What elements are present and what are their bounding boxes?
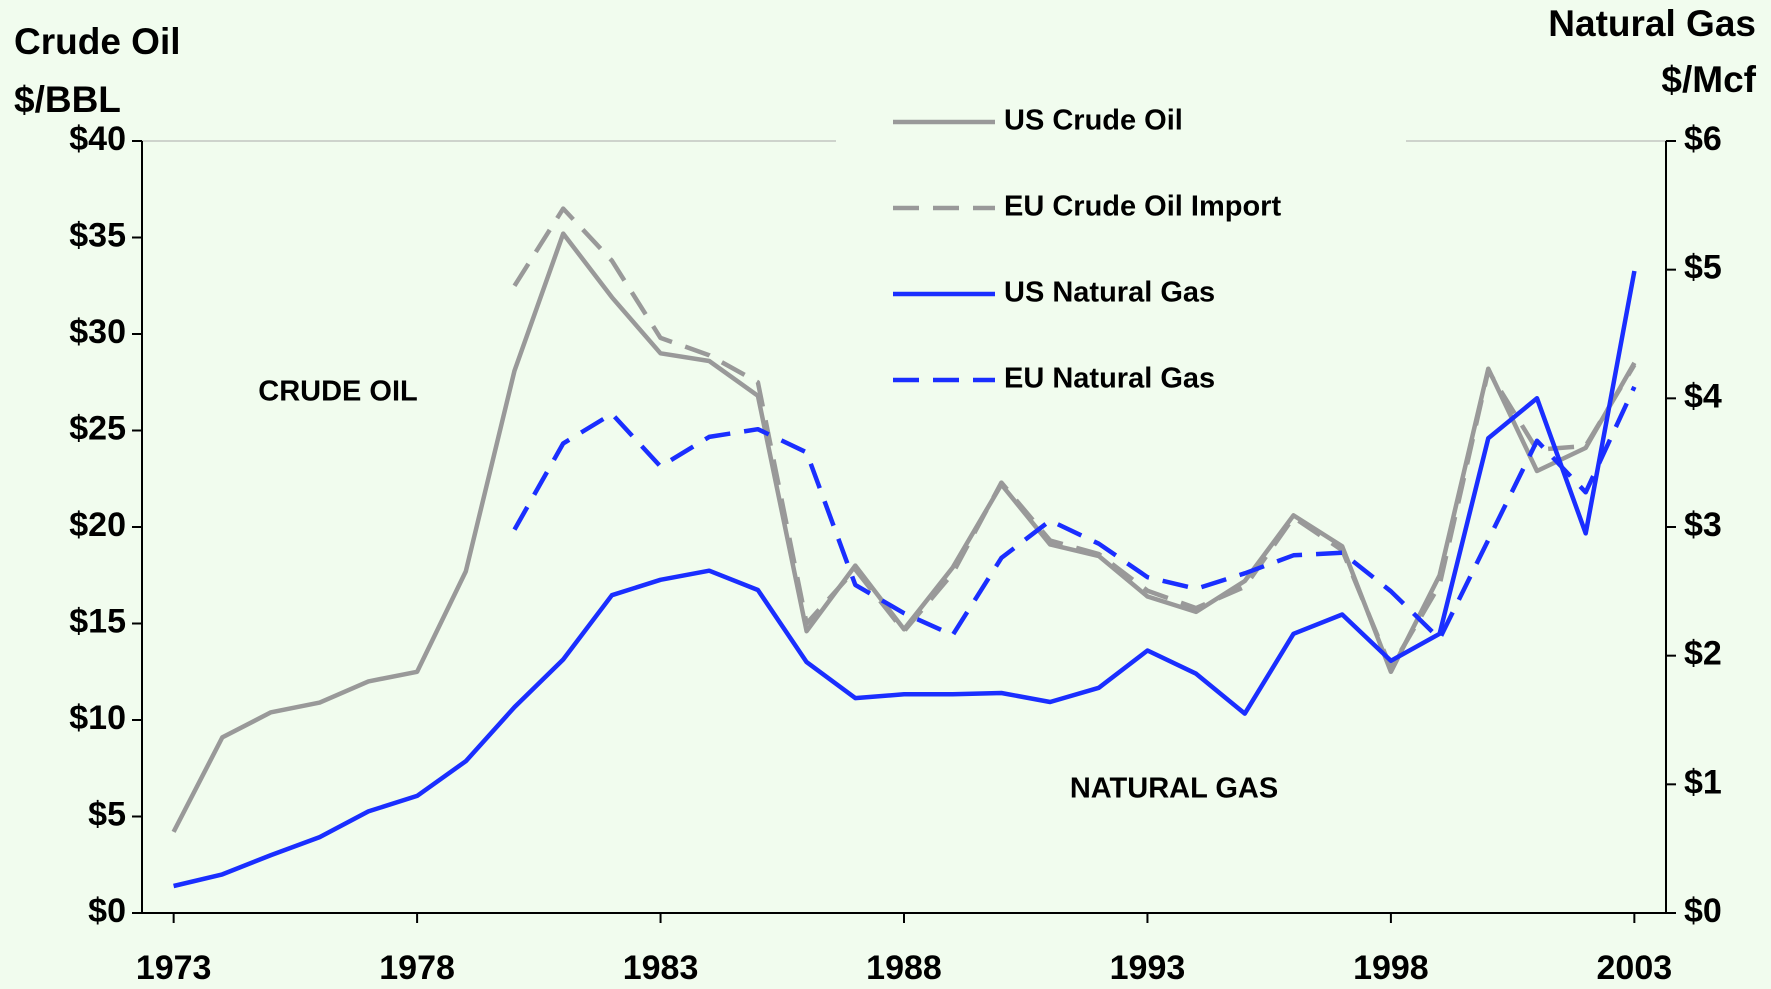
y2-tick-label: $3 <box>1684 506 1722 544</box>
x-tick-label: 1988 <box>866 949 942 987</box>
y-tick-label: $0 <box>88 892 126 930</box>
annotation: NATURAL GAS <box>1070 773 1278 805</box>
y-tick-label: $25 <box>69 409 126 447</box>
y2-tick-label: $0 <box>1684 892 1722 930</box>
y2-tick-label: $5 <box>1684 249 1722 287</box>
y-tick-label: $10 <box>69 699 126 737</box>
x-tick-label: 1983 <box>623 949 699 987</box>
y-tick-label: $35 <box>69 216 126 254</box>
y-axis-title: Crude Oil <box>14 21 181 62</box>
x-tick-label: 1973 <box>136 949 212 987</box>
y-tick-label: $40 <box>69 120 126 158</box>
annotation: CRUDE OIL <box>258 376 418 408</box>
y-tick-label: $5 <box>88 795 126 833</box>
y2-tick-label: $1 <box>1684 763 1722 801</box>
x-tick-label: 1993 <box>1110 949 1186 987</box>
y-tick-label: $20 <box>69 506 126 544</box>
line <box>173 270 1637 889</box>
y-tick-label: $30 <box>69 313 126 351</box>
legend-label: EU Crude Oil Import <box>1004 191 1281 223</box>
x-tick-label: 2003 <box>1597 949 1673 987</box>
y2-tick-label: $6 <box>1684 120 1722 158</box>
y2-axis-title: Natural Gas <box>1548 3 1756 44</box>
legend-label: US Crude Oil <box>1004 105 1183 137</box>
y2-tick-label: $2 <box>1684 635 1722 673</box>
legend-label: EU Natural Gas <box>1004 363 1215 395</box>
y2-tick-label: $4 <box>1684 377 1722 415</box>
x-tick-label: 1998 <box>1353 949 1429 987</box>
y2-axis-title: $/Mcf <box>1661 59 1756 100</box>
line <box>512 206 1637 671</box>
legend-box <box>836 90 1406 410</box>
y-axis-title: $/BBL <box>14 79 121 120</box>
line <box>512 385 1637 642</box>
legend-label: US Natural Gas <box>1004 277 1215 309</box>
y-tick-label: $15 <box>69 602 126 640</box>
x-tick-label: 1978 <box>379 949 455 987</box>
